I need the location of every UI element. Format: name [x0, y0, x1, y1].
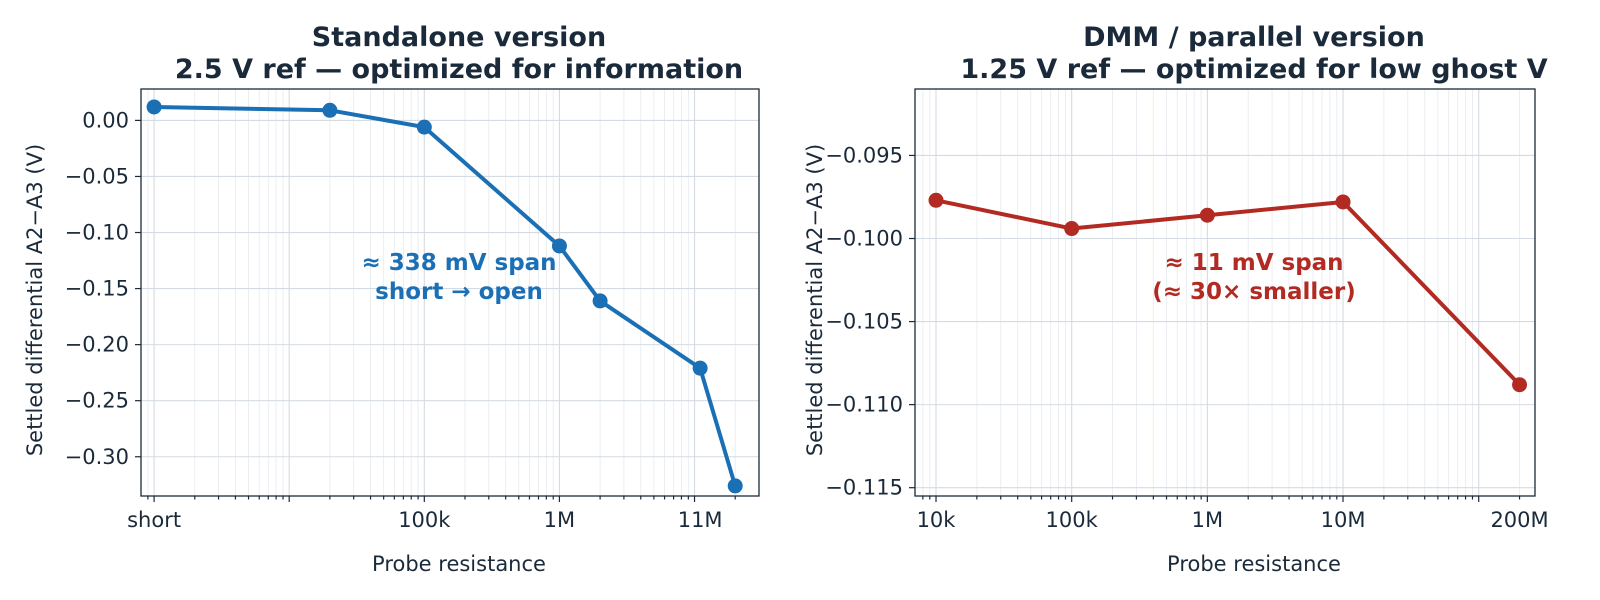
right-data-point — [1335, 194, 1351, 210]
left-data-point — [416, 119, 432, 135]
left-x-tick-label: 100k — [398, 508, 451, 532]
right-data-point — [1512, 377, 1528, 393]
right-axes-frame — [914, 88, 1536, 497]
right-annotation-line2: (≈ 30× smaller) — [1152, 279, 1355, 305]
left-data-point — [692, 360, 708, 376]
right-y-tick-label: −0.100 — [825, 227, 903, 251]
right-plot-area: −0.095 −0.100 −0.105 −0.110 −0.115 10k 100k 1M 1… — [825, 88, 1549, 532]
right-y-axis-label: Settled differential A2−A3 (V) — [803, 144, 827, 456]
left-x-tick-label: 11M — [678, 508, 723, 532]
left-data-point — [322, 102, 338, 118]
right-y-tick-label: −0.110 — [825, 393, 903, 417]
left-y-tick-label: 0.00 — [82, 108, 129, 132]
right-y-tick-label: −0.105 — [825, 310, 903, 334]
right-x-axis-label: Probe resistance — [1167, 552, 1341, 576]
right-x-tick-label: 200M — [1490, 508, 1548, 532]
left-y-axis-label: Settled differential A2−A3 (V) — [23, 144, 47, 456]
left-data-point — [592, 293, 608, 309]
left-y-tick-label: −0.15 — [65, 277, 129, 301]
left-data-point — [551, 238, 567, 254]
right-data-point — [928, 192, 944, 208]
right-x-tick-label: 1M — [1192, 508, 1223, 532]
right-data-point — [1199, 207, 1215, 223]
right-x-tick-label: 100k — [1046, 508, 1099, 532]
right-y-tick-label: −0.115 — [825, 476, 903, 500]
right-x-tick-label: 10M — [1321, 508, 1366, 532]
left-x-tick-label: 1M — [544, 508, 575, 532]
left-plot-area: 0.00 −0.05 −0.10 −0.15 −0.20 −0.25 −0.30 short 1… — [65, 88, 760, 532]
left-x-axis-label: Probe resistance — [372, 552, 546, 576]
right-annotation-line1: ≈ 11 mV span — [1164, 250, 1343, 276]
left-y-tick-label: −0.10 — [65, 221, 129, 245]
left-y-tick-label: −0.05 — [65, 164, 129, 188]
right-title-line1: DMM / parallel version — [1083, 22, 1425, 53]
left-title-line2: 2.5 V ref — optimized for information — [175, 54, 743, 85]
right-title-line2: 1.25 V ref — optimized for low ghost V — [960, 54, 1547, 85]
left-data-point — [727, 478, 743, 494]
left-y-tick-label: −0.20 — [65, 333, 129, 357]
left-data-point — [146, 99, 162, 115]
left-y-tick-label: −0.30 — [65, 445, 129, 469]
right-y-tick-label: −0.095 — [825, 143, 903, 167]
left-axes-frame — [140, 88, 760, 497]
left-annotation-line1: ≈ 338 mV span — [361, 250, 556, 276]
right-x-tick-label: 10k — [917, 508, 957, 532]
left-x-tick-label: short — [127, 508, 181, 532]
right-data-point — [1064, 221, 1080, 237]
left-y-tick-label: −0.25 — [65, 389, 129, 413]
left-title-line1: Standalone version — [312, 22, 606, 53]
left-annotation-line2: short → open — [375, 279, 543, 305]
